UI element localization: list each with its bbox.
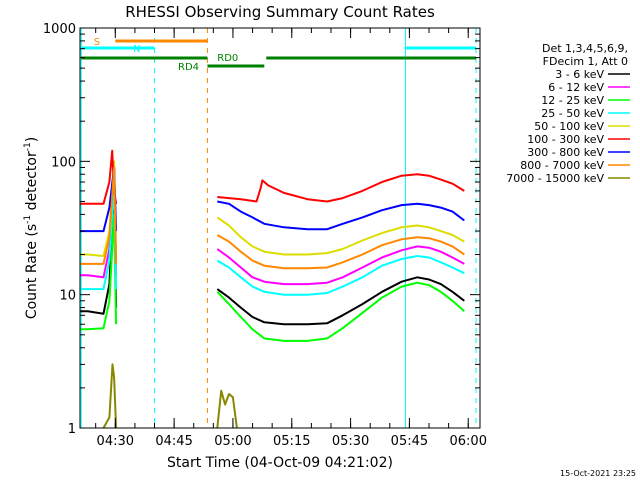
y-tick-label: 1 bbox=[68, 422, 76, 437]
legend-entry-label: 100 - 300 keV bbox=[527, 133, 604, 146]
footer-timestamp: 15-Oct-2021 23:25 bbox=[560, 469, 636, 478]
series-line-7 bbox=[80, 166, 465, 270]
legend: Det 1,3,4,5,6,9,FDecim 1, Att 03 - 6 keV… bbox=[506, 42, 630, 185]
x-tick-label: 05:45 bbox=[391, 434, 428, 449]
x-tick-label: 04:30 bbox=[97, 434, 134, 449]
legend-entry-label: 12 - 25 keV bbox=[541, 94, 604, 107]
legend-entry-label: 300 - 800 keV bbox=[527, 146, 604, 159]
x-tick-label: 05:30 bbox=[332, 434, 369, 449]
x-tick-label: 05:00 bbox=[214, 434, 251, 449]
annotation-n-label: N bbox=[133, 44, 140, 55]
y-label-end: ) bbox=[24, 137, 40, 142]
legend-header-line: FDecim 1, Att 0 bbox=[543, 55, 628, 68]
x-tick-label: 05:15 bbox=[273, 434, 310, 449]
y-axis-label: Count Rate (s-1 detector-1) bbox=[23, 137, 40, 319]
legend-entry-label: 50 - 100 keV bbox=[534, 120, 604, 133]
y-tick-label: 100 bbox=[51, 155, 76, 170]
series-line-6 bbox=[80, 166, 465, 233]
series-line-2 bbox=[80, 213, 465, 342]
legend-entry-label: 800 - 7000 keV bbox=[520, 159, 604, 172]
x-axis-label: Start Time (04-Oct-09 04:21:02) bbox=[167, 455, 393, 471]
x-tick-label: 06:00 bbox=[450, 434, 487, 449]
y-label-mid: detector bbox=[24, 151, 40, 215]
plot-frame bbox=[79, 27, 481, 429]
legend-entry-label: 25 - 50 keV bbox=[541, 107, 604, 120]
y-tick-label: 10 bbox=[59, 289, 76, 304]
x-tick-label: 04:45 bbox=[155, 434, 192, 449]
y-label-sup1: -1 bbox=[23, 215, 33, 224]
legend-header-line: Det 1,3,4,5,6,9, bbox=[542, 42, 628, 55]
annotation-rd0-label: RD0 bbox=[217, 53, 238, 64]
series-line-8 bbox=[104, 364, 469, 428]
y-tick-label: 1000 bbox=[43, 22, 76, 37]
series-line-5 bbox=[80, 149, 465, 205]
y-label-main: Count Rate (s bbox=[24, 224, 40, 319]
y-axis: 1 10 100 1000 bbox=[43, 22, 480, 437]
series-layer bbox=[80, 149, 469, 428]
x-axis: 04:30 04:45 05:00 05:15 05:30 05:45 06:00 bbox=[95, 28, 487, 449]
plot-annotations: S N RD0 RD4 bbox=[80, 28, 477, 428]
chart-title: RHESSI Observing Summary Count Rates bbox=[125, 3, 435, 21]
legend-entry-label: 3 - 6 keV bbox=[555, 68, 604, 81]
annotation-s-label: S bbox=[94, 37, 100, 48]
y-label-sup2: -1 bbox=[23, 142, 33, 151]
annotation-rd4-label: RD4 bbox=[178, 62, 199, 73]
legend-entry-label: 7000 - 15000 keV bbox=[506, 172, 604, 185]
legend-entry-label: 6 - 12 keV bbox=[548, 81, 604, 94]
